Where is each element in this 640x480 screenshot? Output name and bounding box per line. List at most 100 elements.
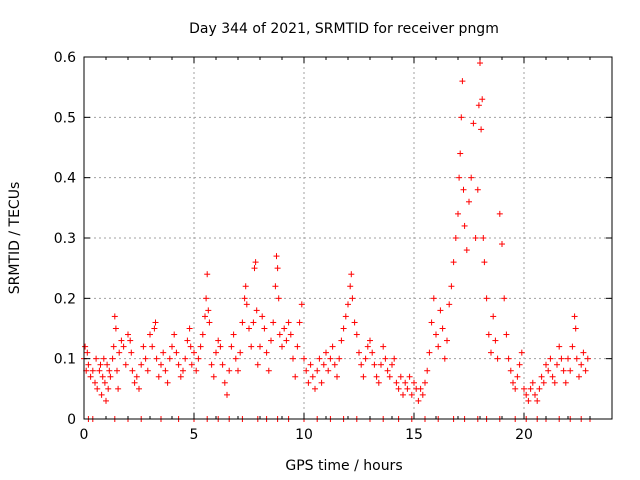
data-point — [203, 295, 210, 302]
data-point — [360, 373, 367, 380]
data-point — [534, 397, 541, 404]
data-point — [543, 361, 549, 368]
data-point — [103, 397, 109, 404]
data-point — [276, 331, 283, 338]
data-point — [309, 373, 316, 380]
data-point — [261, 325, 268, 332]
data-point — [452, 235, 459, 241]
data-point — [169, 343, 175, 350]
data-point — [345, 301, 351, 308]
data-point — [205, 307, 212, 314]
data-point — [479, 96, 486, 103]
data-point — [87, 373, 94, 380]
data-point — [347, 283, 354, 290]
data-point — [99, 373, 106, 380]
data-point — [576, 373, 582, 380]
data-point — [105, 385, 112, 392]
data-point — [164, 379, 171, 386]
data-point — [455, 210, 461, 217]
data-point — [369, 349, 376, 356]
data-point — [112, 325, 119, 332]
data-point — [127, 337, 134, 344]
data-point — [373, 373, 380, 380]
data-point — [505, 355, 512, 362]
data-point — [136, 385, 142, 392]
data-point — [338, 337, 345, 344]
data-point — [477, 60, 483, 67]
data-point — [193, 367, 200, 374]
data-point — [85, 361, 92, 368]
x-axis-ticks: 0 5 10 15 20 — [80, 57, 591, 443]
data-point — [188, 361, 195, 368]
data-point — [180, 367, 186, 374]
data-point — [268, 337, 274, 344]
data-point — [340, 325, 347, 332]
data-point — [402, 379, 409, 386]
data-point — [318, 379, 325, 386]
data-point — [472, 235, 479, 241]
data-point — [147, 331, 153, 338]
data-point — [251, 265, 258, 272]
data-point — [468, 174, 475, 181]
data-point — [270, 319, 277, 326]
data-point — [395, 385, 402, 392]
data-point — [296, 319, 303, 326]
data-point — [242, 283, 249, 290]
data-point — [353, 331, 360, 338]
data-point — [547, 355, 554, 362]
data-point — [274, 265, 281, 272]
data-point — [424, 367, 431, 374]
data-point — [160, 349, 167, 356]
x-axis-label: GPS time / hours — [285, 458, 402, 474]
data-point — [384, 367, 391, 374]
data-point — [408, 391, 415, 398]
data-point — [182, 355, 189, 362]
data-point — [540, 379, 547, 386]
data-points — [81, 60, 593, 422]
data-point — [153, 355, 160, 362]
data-point — [358, 361, 365, 368]
data-point — [439, 325, 446, 332]
data-point — [457, 150, 464, 157]
data-point — [371, 361, 378, 368]
data-point — [320, 361, 327, 368]
data-point — [331, 361, 338, 368]
data-point — [428, 319, 435, 326]
data-point — [554, 361, 560, 368]
grid — [84, 57, 612, 419]
data-point — [336, 355, 343, 362]
data-point — [538, 373, 545, 380]
data-point — [514, 373, 521, 380]
data-point — [415, 397, 422, 404]
data-point — [437, 307, 444, 314]
data-point — [104, 361, 111, 368]
data-point — [582, 367, 589, 374]
data-point — [301, 355, 307, 362]
data-point — [191, 349, 197, 356]
data-point — [97, 361, 104, 368]
data-point — [281, 325, 288, 332]
data-point — [128, 349, 135, 356]
x-tick-label: 20 — [515, 427, 533, 443]
data-point — [138, 361, 145, 368]
data-point — [213, 349, 219, 356]
y-tick-label: 0.3 — [54, 231, 76, 247]
data-point — [503, 331, 510, 338]
data-point — [305, 379, 312, 386]
data-point — [483, 295, 490, 302]
data-point — [323, 349, 329, 356]
data-point — [187, 343, 194, 350]
data-point — [456, 174, 463, 181]
data-point — [516, 361, 523, 368]
data-point — [463, 247, 470, 254]
data-point — [406, 373, 413, 380]
data-point — [279, 343, 285, 350]
data-point — [129, 367, 136, 374]
data-point — [253, 307, 260, 314]
data-point — [356, 349, 362, 356]
data-point — [149, 343, 156, 350]
data-point — [152, 319, 159, 326]
data-point — [334, 373, 340, 380]
data-point — [460, 186, 467, 193]
data-point — [529, 379, 536, 386]
